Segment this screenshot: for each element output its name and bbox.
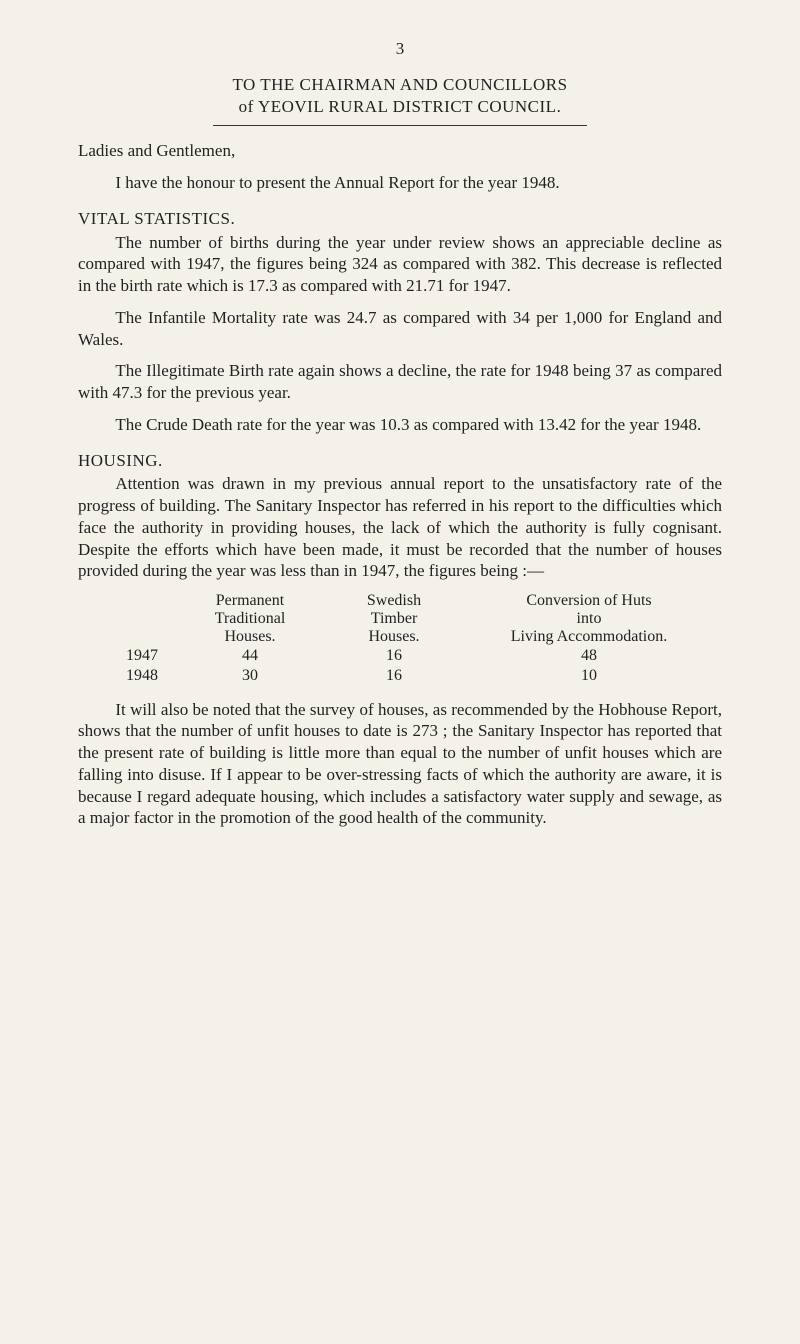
col-conv-l2: into — [464, 610, 714, 628]
housing-p2: It will also be noted that the survey of… — [78, 699, 722, 830]
housing-table: Permanent Traditional Houses. Swedish Ti… — [78, 592, 722, 687]
cell-year: 1948 — [78, 666, 176, 686]
col-conv-l3: Living Accommodation. — [464, 628, 714, 646]
intro-paragraph: I have the honour to present the Annual … — [78, 172, 722, 194]
table-row: 1948 30 16 10 — [78, 666, 722, 686]
cell-perm: 30 — [176, 666, 324, 686]
table-head-row: Permanent Traditional Houses. Swedish Ti… — [78, 592, 722, 646]
cell-sw: 16 — [324, 646, 464, 666]
vital-p2: The Infantile Mortality rate was 24.7 as… — [78, 307, 722, 351]
housing-p1: Attention was drawn in my previous annua… — [78, 473, 722, 582]
col-sw-l3: Houses. — [324, 628, 464, 646]
vital-heading: VITAL STATISTICS. — [78, 208, 722, 230]
col-year — [78, 592, 176, 646]
page-number: 3 — [78, 38, 722, 60]
col-swedish: Swedish Timber Houses. — [324, 592, 464, 646]
col-perm-l2: Traditional — [176, 610, 324, 628]
col-sw-l1: Swedish — [324, 592, 464, 610]
col-sw-l2: Timber — [324, 610, 464, 628]
cell-year: 1947 — [78, 646, 176, 666]
document-page: 3 TO THE CHAIRMAN AND COUNCILLORS of YEO… — [0, 0, 800, 877]
title-block: TO THE CHAIRMAN AND COUNCILLORS of YEOVI… — [78, 74, 722, 118]
col-perm-l1: Permanent — [176, 592, 324, 610]
col-conv-l1: Conversion of Huts — [464, 592, 714, 610]
cell-sw: 16 — [324, 666, 464, 686]
cell-conv: 48 — [464, 646, 714, 666]
col-permanent: Permanent Traditional Houses. — [176, 592, 324, 646]
salutation: Ladies and Gentlemen, — [78, 140, 722, 162]
col-conversion: Conversion of Huts into Living Accommoda… — [464, 592, 714, 646]
housing-heading: HOUSING. — [78, 450, 722, 472]
title-line-1: TO THE CHAIRMAN AND COUNCILLORS — [78, 74, 722, 96]
col-perm-l3: Houses. — [176, 628, 324, 646]
vital-p3: The Illegitimate Birth rate again shows … — [78, 360, 722, 404]
title-line-2: of YEOVIL RURAL DISTRICT COUNCIL. — [78, 96, 722, 118]
title-rule — [213, 125, 587, 126]
cell-conv: 10 — [464, 666, 714, 686]
vital-p4: The Crude Death rate for the year was 10… — [78, 414, 722, 436]
cell-perm: 44 — [176, 646, 324, 666]
table-row: 1947 44 16 48 — [78, 646, 722, 666]
vital-p1: The number of births during the year und… — [78, 232, 722, 297]
